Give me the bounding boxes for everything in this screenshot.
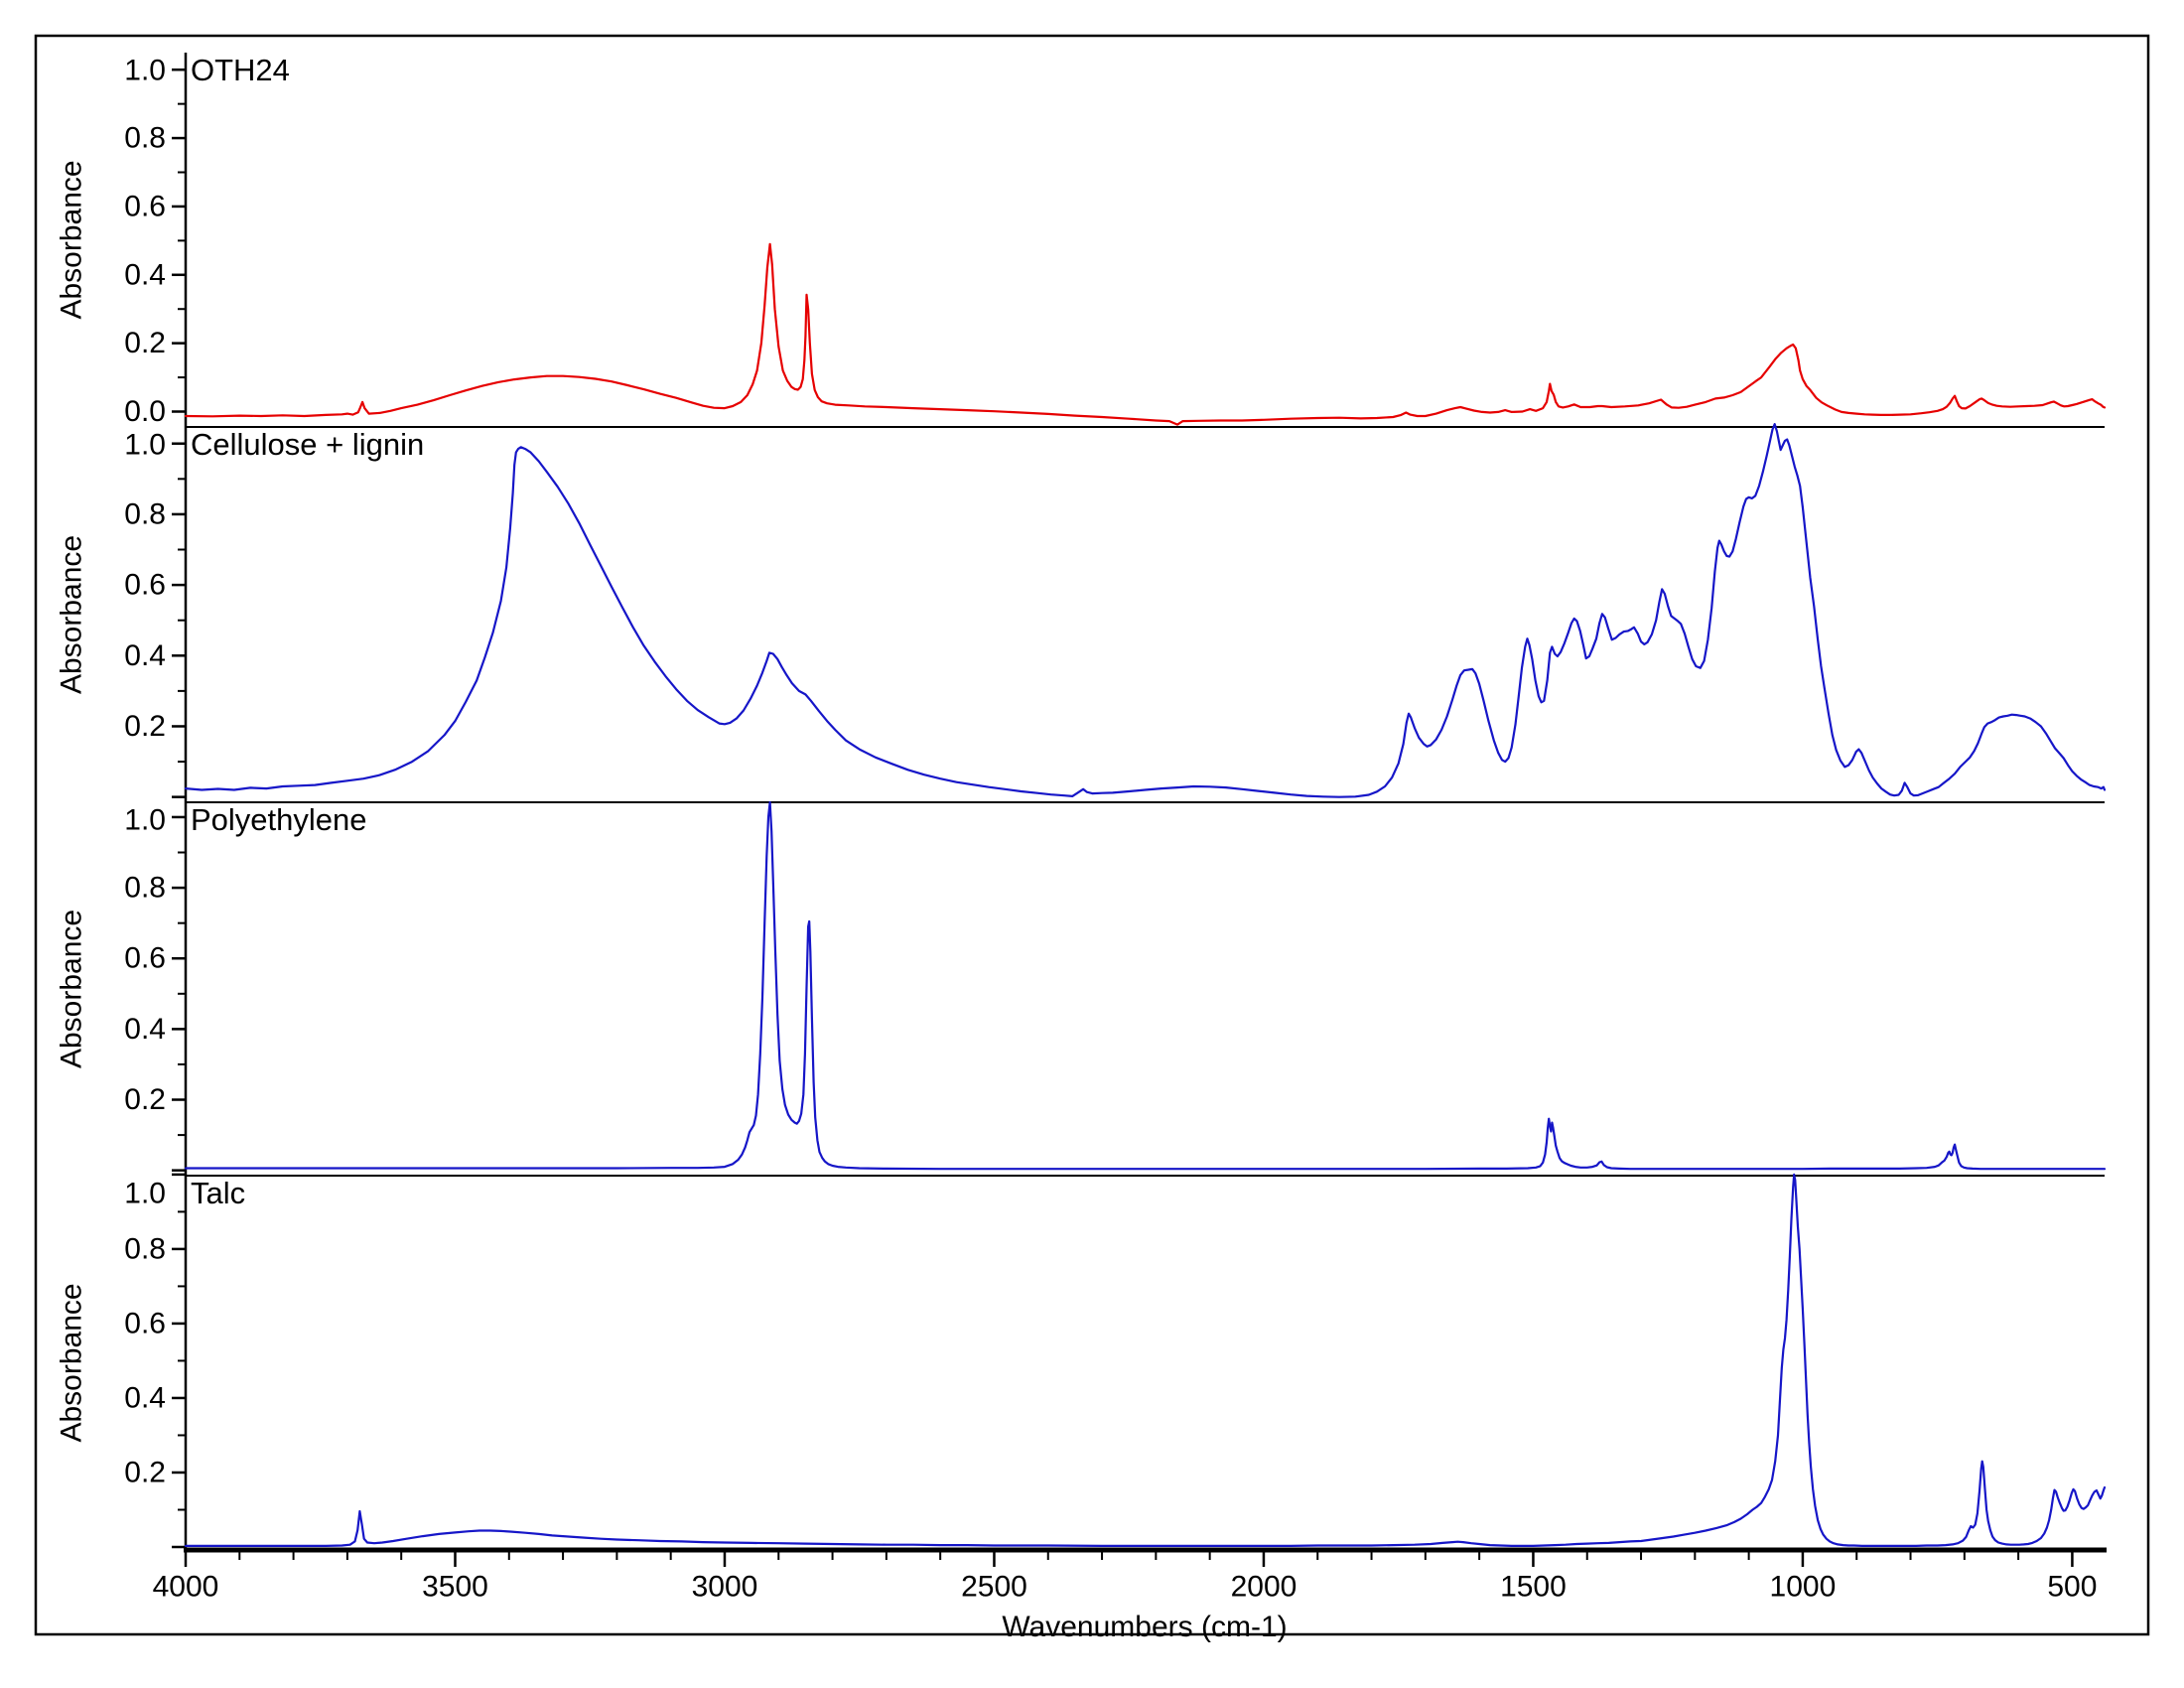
spectrum-curve-cellulose-lignin [184,423,2107,798]
y-tick-label: 0.8 [124,122,166,155]
panel-title: Cellulose + lignin [191,427,424,462]
panel-title: Polyethylene [191,802,367,837]
x-tick-label: 1000 [1770,1571,1837,1604]
y-axis-title: Absorbance [56,160,88,319]
x-tick-label: 500 [2047,1571,2097,1604]
y-tick-label: 0.2 [124,327,166,359]
figure-border [34,34,2150,1636]
y-tick-label: 0.6 [124,942,166,975]
y-axis-title: Absorbance [56,910,88,1068]
y-tick-label: 0.2 [124,1083,166,1116]
y-tick-label: 0.4 [124,258,166,291]
y-tick-label: 1.0 [124,429,166,462]
panels-group: 1.0 0.8 0.6 0.4 0.2 0.0 Absorbance OTH24 1.0 0.8 0… [56,53,2107,1604]
x-tick-label: 3000 [692,1571,758,1604]
y-tick-label: 0.4 [124,1381,166,1414]
panel-title: OTH24 [191,53,290,87]
y-axis-title: Absorbance [56,1283,88,1442]
y-tick-label: 0.6 [124,190,166,222]
y-tick-label: 0.2 [124,710,166,743]
y-tick-label: 0.0 [124,395,166,428]
x-tick-label: 2500 [961,1571,1027,1604]
panel-title: Talc [191,1176,245,1210]
y-axis-title: Absorbance [56,535,88,694]
x-axis: 4000 3500 3000 2500 2000 1500 1000 500 [153,1547,2107,1604]
panel-3: 1.0 0.8 0.6 0.4 0.2 Absorbance Polyethylene [56,800,2107,1177]
x-tick-label: 1500 [1500,1571,1567,1604]
x-tick-label: 3500 [422,1571,488,1604]
spectrum-curve-oth24 [184,242,2107,426]
spectrum-curve-polyethylene [184,800,2107,1171]
y-tick-label: 0.4 [124,1013,166,1046]
y-tick-label: 1.0 [124,55,166,87]
y-tick-label: 0.6 [124,1307,166,1339]
y-tick-label: 0.8 [124,872,166,905]
x-tick-label: 2000 [1231,1571,1297,1604]
y-tick-label: 0.8 [124,497,166,530]
panel-1: 1.0 0.8 0.6 0.4 0.2 0.0 Absorbance OTH24 [56,53,2107,428]
panel-4: 1.0 0.8 0.6 0.4 0.2 Absorbance Talc [56,1173,2107,1550]
spectrum-curve-talc [184,1173,2107,1548]
y-tick-label: 0.8 [124,1232,166,1265]
y-tick-label: 0.6 [124,569,166,602]
x-axis-title: Wavenumbers (cm-1) [1002,1611,1287,1643]
y-tick-label: 0.2 [124,1456,166,1488]
x-tick-label: 4000 [153,1571,219,1604]
y-tick-label: 0.4 [124,639,166,672]
y-tick-label: 1.0 [124,1178,166,1210]
panel-2: 1.0 0.8 0.6 0.4 0.2 Absorbance Cellulose + lig… [56,423,2107,803]
y-tick-label: 1.0 [124,804,166,837]
